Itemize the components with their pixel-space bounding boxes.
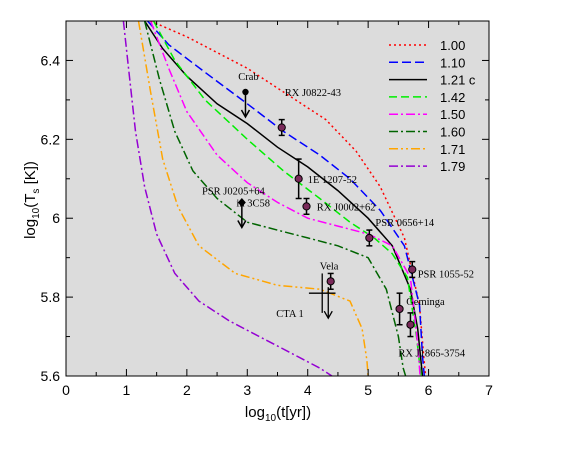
data-point <box>408 265 417 274</box>
x-tick-label: 3 <box>243 382 251 398</box>
x-tick-label: 7 <box>485 382 493 398</box>
source-label-line2: in 3C58 <box>236 198 270 209</box>
y-tick-label: 5.8 <box>41 289 61 305</box>
legend: 1.00 1.10 1.21 c 1.42 1.50 1.60 1.71 1.79 <box>389 38 476 174</box>
source-label: RX J1865-3754 <box>398 348 466 359</box>
data-point <box>294 174 303 183</box>
y-axis-title-arg-sub: s <box>31 189 42 194</box>
upper-limit-point <box>237 197 246 207</box>
x-axis-title-sub: 10 <box>265 413 277 424</box>
legend-label: 1.71 <box>440 142 465 157</box>
legend-label: 1.79 <box>440 159 465 174</box>
upper-limit-arrow-head <box>237 220 247 229</box>
source-label: PSR 1055-52 <box>418 269 474 280</box>
data-point <box>277 123 286 132</box>
series-line-1-79 <box>122 21 333 376</box>
source-label: 1E 1207-52 <box>308 175 357 186</box>
data-point <box>365 233 374 243</box>
observation-markers <box>237 88 417 338</box>
source-label: PSR J0205+64 <box>202 187 266 198</box>
source-label: RX J0002+62 <box>317 202 376 213</box>
y-tick-label: 5.6 <box>41 368 61 384</box>
legend-label: 1.42 <box>440 90 465 105</box>
x-tick-label: 1 <box>123 382 131 398</box>
x-axis-title-arg: (t[yr]) <box>276 404 311 421</box>
series-line-1-71 <box>137 21 369 376</box>
y-tick-label: 6.4 <box>41 52 61 68</box>
data-point <box>395 304 404 314</box>
x-tick-label: 5 <box>364 382 372 398</box>
y-axis-title-base: log <box>22 219 39 239</box>
x-axis-title: log10(t[yr]) <box>245 404 311 424</box>
data-point <box>406 320 415 329</box>
y-tick-label: 6 <box>52 210 60 226</box>
cooling-curves <box>122 21 427 376</box>
series-line-1-60 <box>143 21 407 376</box>
axis-ticks: 0 1 2 3 4 5 6 7 5.6 5.8 6 6.2 6.4 <box>41 20 493 398</box>
x-tick-label: 2 <box>183 382 191 398</box>
legend-label: 1.10 <box>440 55 465 70</box>
source-label: PSR 0656+14 <box>375 218 434 229</box>
source-label: CTA 1 <box>276 309 303 320</box>
data-point <box>326 277 335 286</box>
legend-label: 1.00 <box>440 38 465 53</box>
y-axis-title: log10(Ts [K]) <box>22 161 42 239</box>
x-tick-label: 4 <box>304 382 312 398</box>
upper-limit-point <box>242 88 249 96</box>
source-label: RX J0822-43 <box>285 88 341 99</box>
source-label: Geminga <box>406 297 445 308</box>
source-label: Crab <box>238 72 258 83</box>
upper-limit-arrow-head <box>240 109 251 119</box>
x-tick-label: 0 <box>62 382 70 398</box>
y-axis-title-sub: 10 <box>31 207 42 219</box>
y-axis-title-arg: (T <box>22 194 39 208</box>
y-tick-label: 6.2 <box>41 131 61 147</box>
series-line-1-21-c <box>143 21 424 376</box>
legend-label: 1.60 <box>440 125 465 140</box>
series-line-1-10 <box>147 21 426 376</box>
y-axis-title-tail: [K]) <box>22 161 39 189</box>
x-axis-title-base: log <box>245 404 265 421</box>
source-annotations: RX J0822-43 1E 1207-52 RX J0002+62 PSR 0656… <box>202 72 474 359</box>
source-label: Vela <box>320 262 339 273</box>
legend-label: 1.21 c <box>440 73 476 88</box>
legend-label: 1.50 <box>440 107 465 122</box>
cross-arrow-head <box>323 310 333 320</box>
x-tick-label: 6 <box>425 382 433 398</box>
data-point <box>302 202 311 211</box>
